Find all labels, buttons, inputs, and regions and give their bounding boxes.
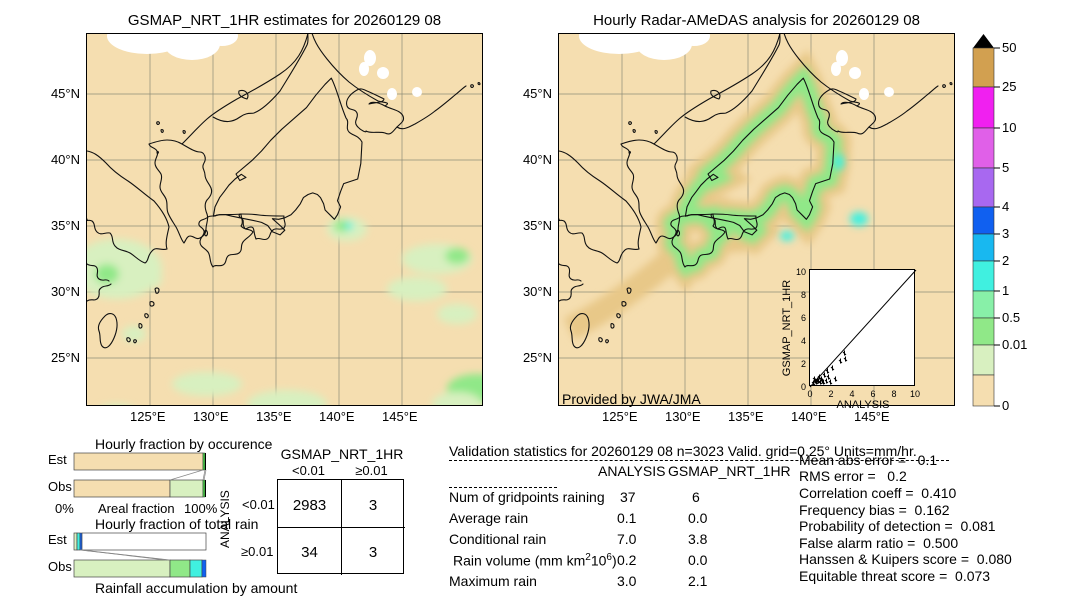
svg-text:0: 0 [1002,398,1009,413]
svg-text:6: 6 [870,389,875,399]
svg-text:4: 4 [1002,199,1009,214]
svg-text:2: 2 [1002,253,1009,268]
svg-text:0: 0 [807,389,812,399]
svg-text:4: 4 [849,389,854,399]
svg-text:1: 1 [1002,283,1009,298]
svg-text:8: 8 [891,389,896,399]
svg-text:10: 10 [796,267,806,277]
svg-text:0.5: 0.5 [1002,310,1020,325]
svg-text:0.01: 0.01 [1002,337,1027,352]
svg-text:3: 3 [369,497,377,514]
svg-text:6: 6 [801,313,806,323]
svg-text:8: 8 [801,290,806,300]
svg-text:2: 2 [801,359,806,369]
svg-text:5: 5 [1002,160,1009,175]
svg-text:2983: 2983 [293,497,326,514]
svg-text:25: 25 [1002,79,1016,94]
svg-text:3: 3 [1002,226,1009,241]
svg-text:0: 0 [801,382,806,392]
svg-text:10: 10 [1002,120,1016,135]
svg-text:2: 2 [828,389,833,399]
svg-text:10: 10 [910,389,920,399]
svg-text:4: 4 [801,336,806,346]
svg-text:34: 34 [301,544,318,561]
svg-text:50: 50 [1002,40,1016,55]
svg-text:3: 3 [369,544,377,561]
